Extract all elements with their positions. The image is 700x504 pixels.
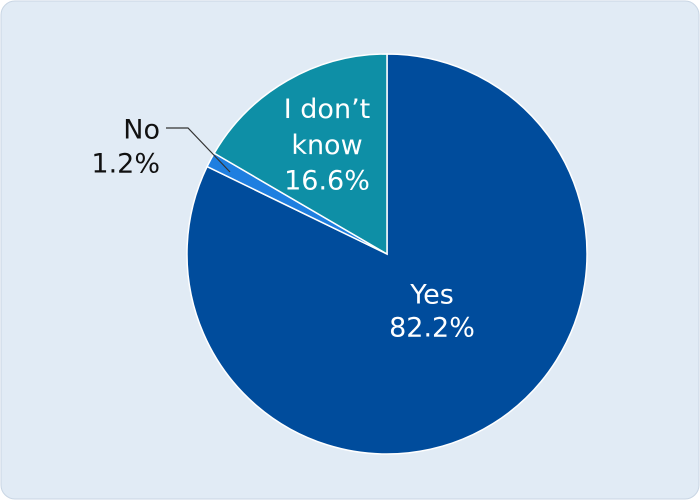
value-label: 1.2% [91, 149, 160, 180]
category-label: No [123, 115, 160, 146]
value-label: 16.6% [284, 166, 370, 197]
leader-line [166, 127, 231, 173]
category-label: Yes [409, 280, 454, 311]
value-label: 82.2% [389, 313, 475, 344]
category-label: I don’t know [284, 94, 370, 161]
pie-slice [213, 53, 388, 256]
